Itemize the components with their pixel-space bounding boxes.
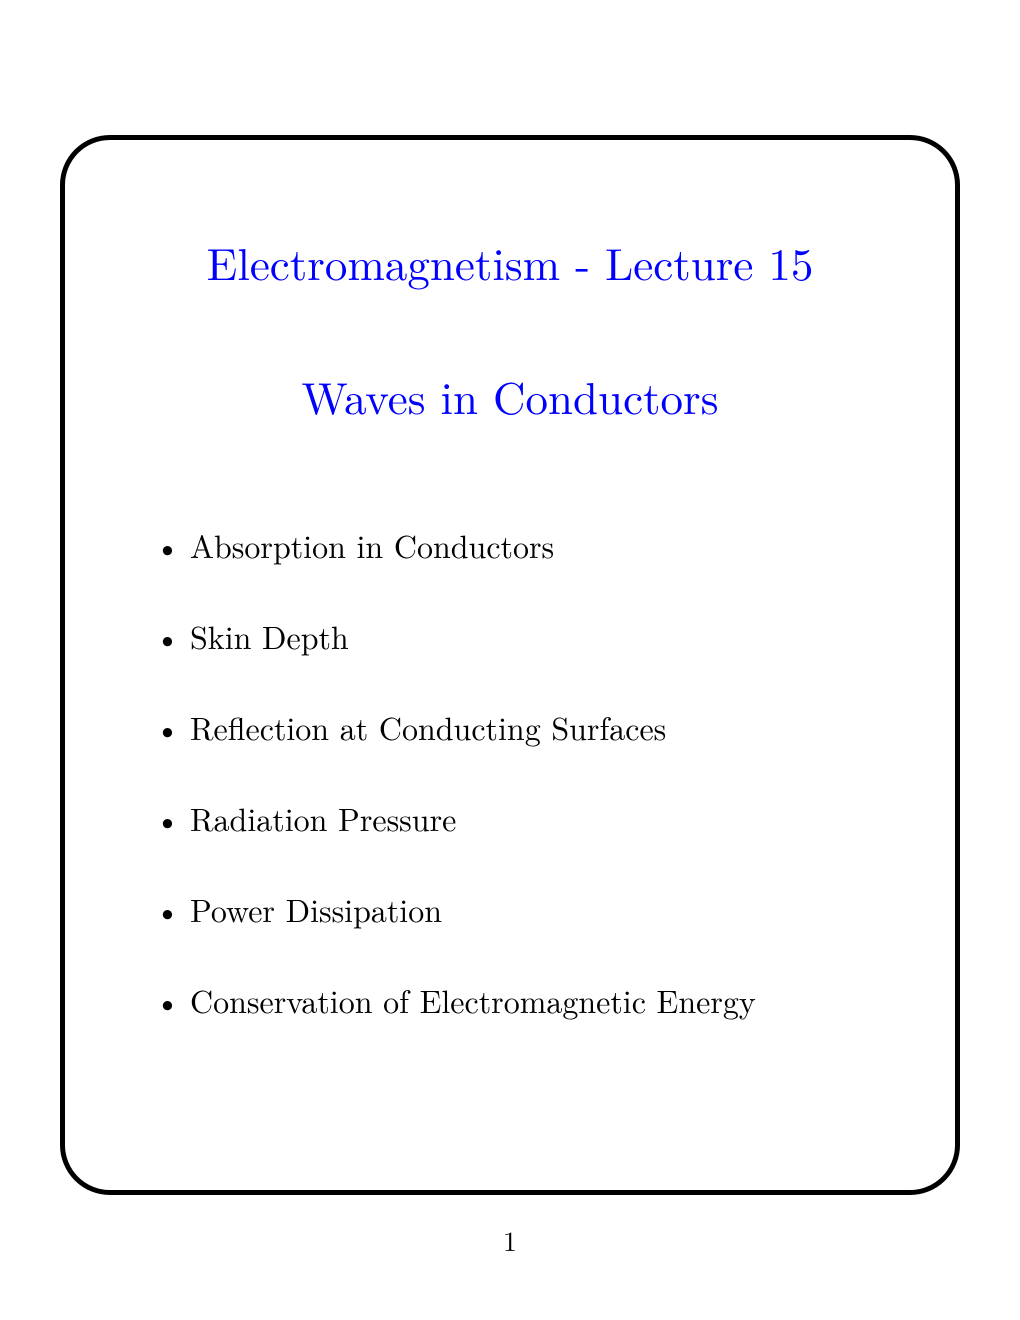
slide-title-main: Electromagnetism - Lecture 15 bbox=[135, 230, 885, 294]
page-number: 1 bbox=[503, 1220, 517, 1260]
bullet-item: Skin Depth bbox=[155, 614, 885, 659]
bullet-item: Absorption in Conductors bbox=[155, 523, 885, 568]
slide-title-sub: Waves in Conductors bbox=[135, 364, 885, 428]
slide-frame: Electromagnetism - Lecture 15 Waves in C… bbox=[60, 135, 960, 1195]
bullet-item: Reflection at Conducting Surfaces bbox=[155, 705, 885, 750]
bullet-item: Power Dissipation bbox=[155, 887, 885, 932]
bullet-list: Absorption in Conductors Skin Depth Refl… bbox=[135, 523, 885, 1023]
bullet-item: Conservation of Electromagnetic Energy bbox=[155, 978, 885, 1023]
bullet-item: Radiation Pressure bbox=[155, 796, 885, 841]
